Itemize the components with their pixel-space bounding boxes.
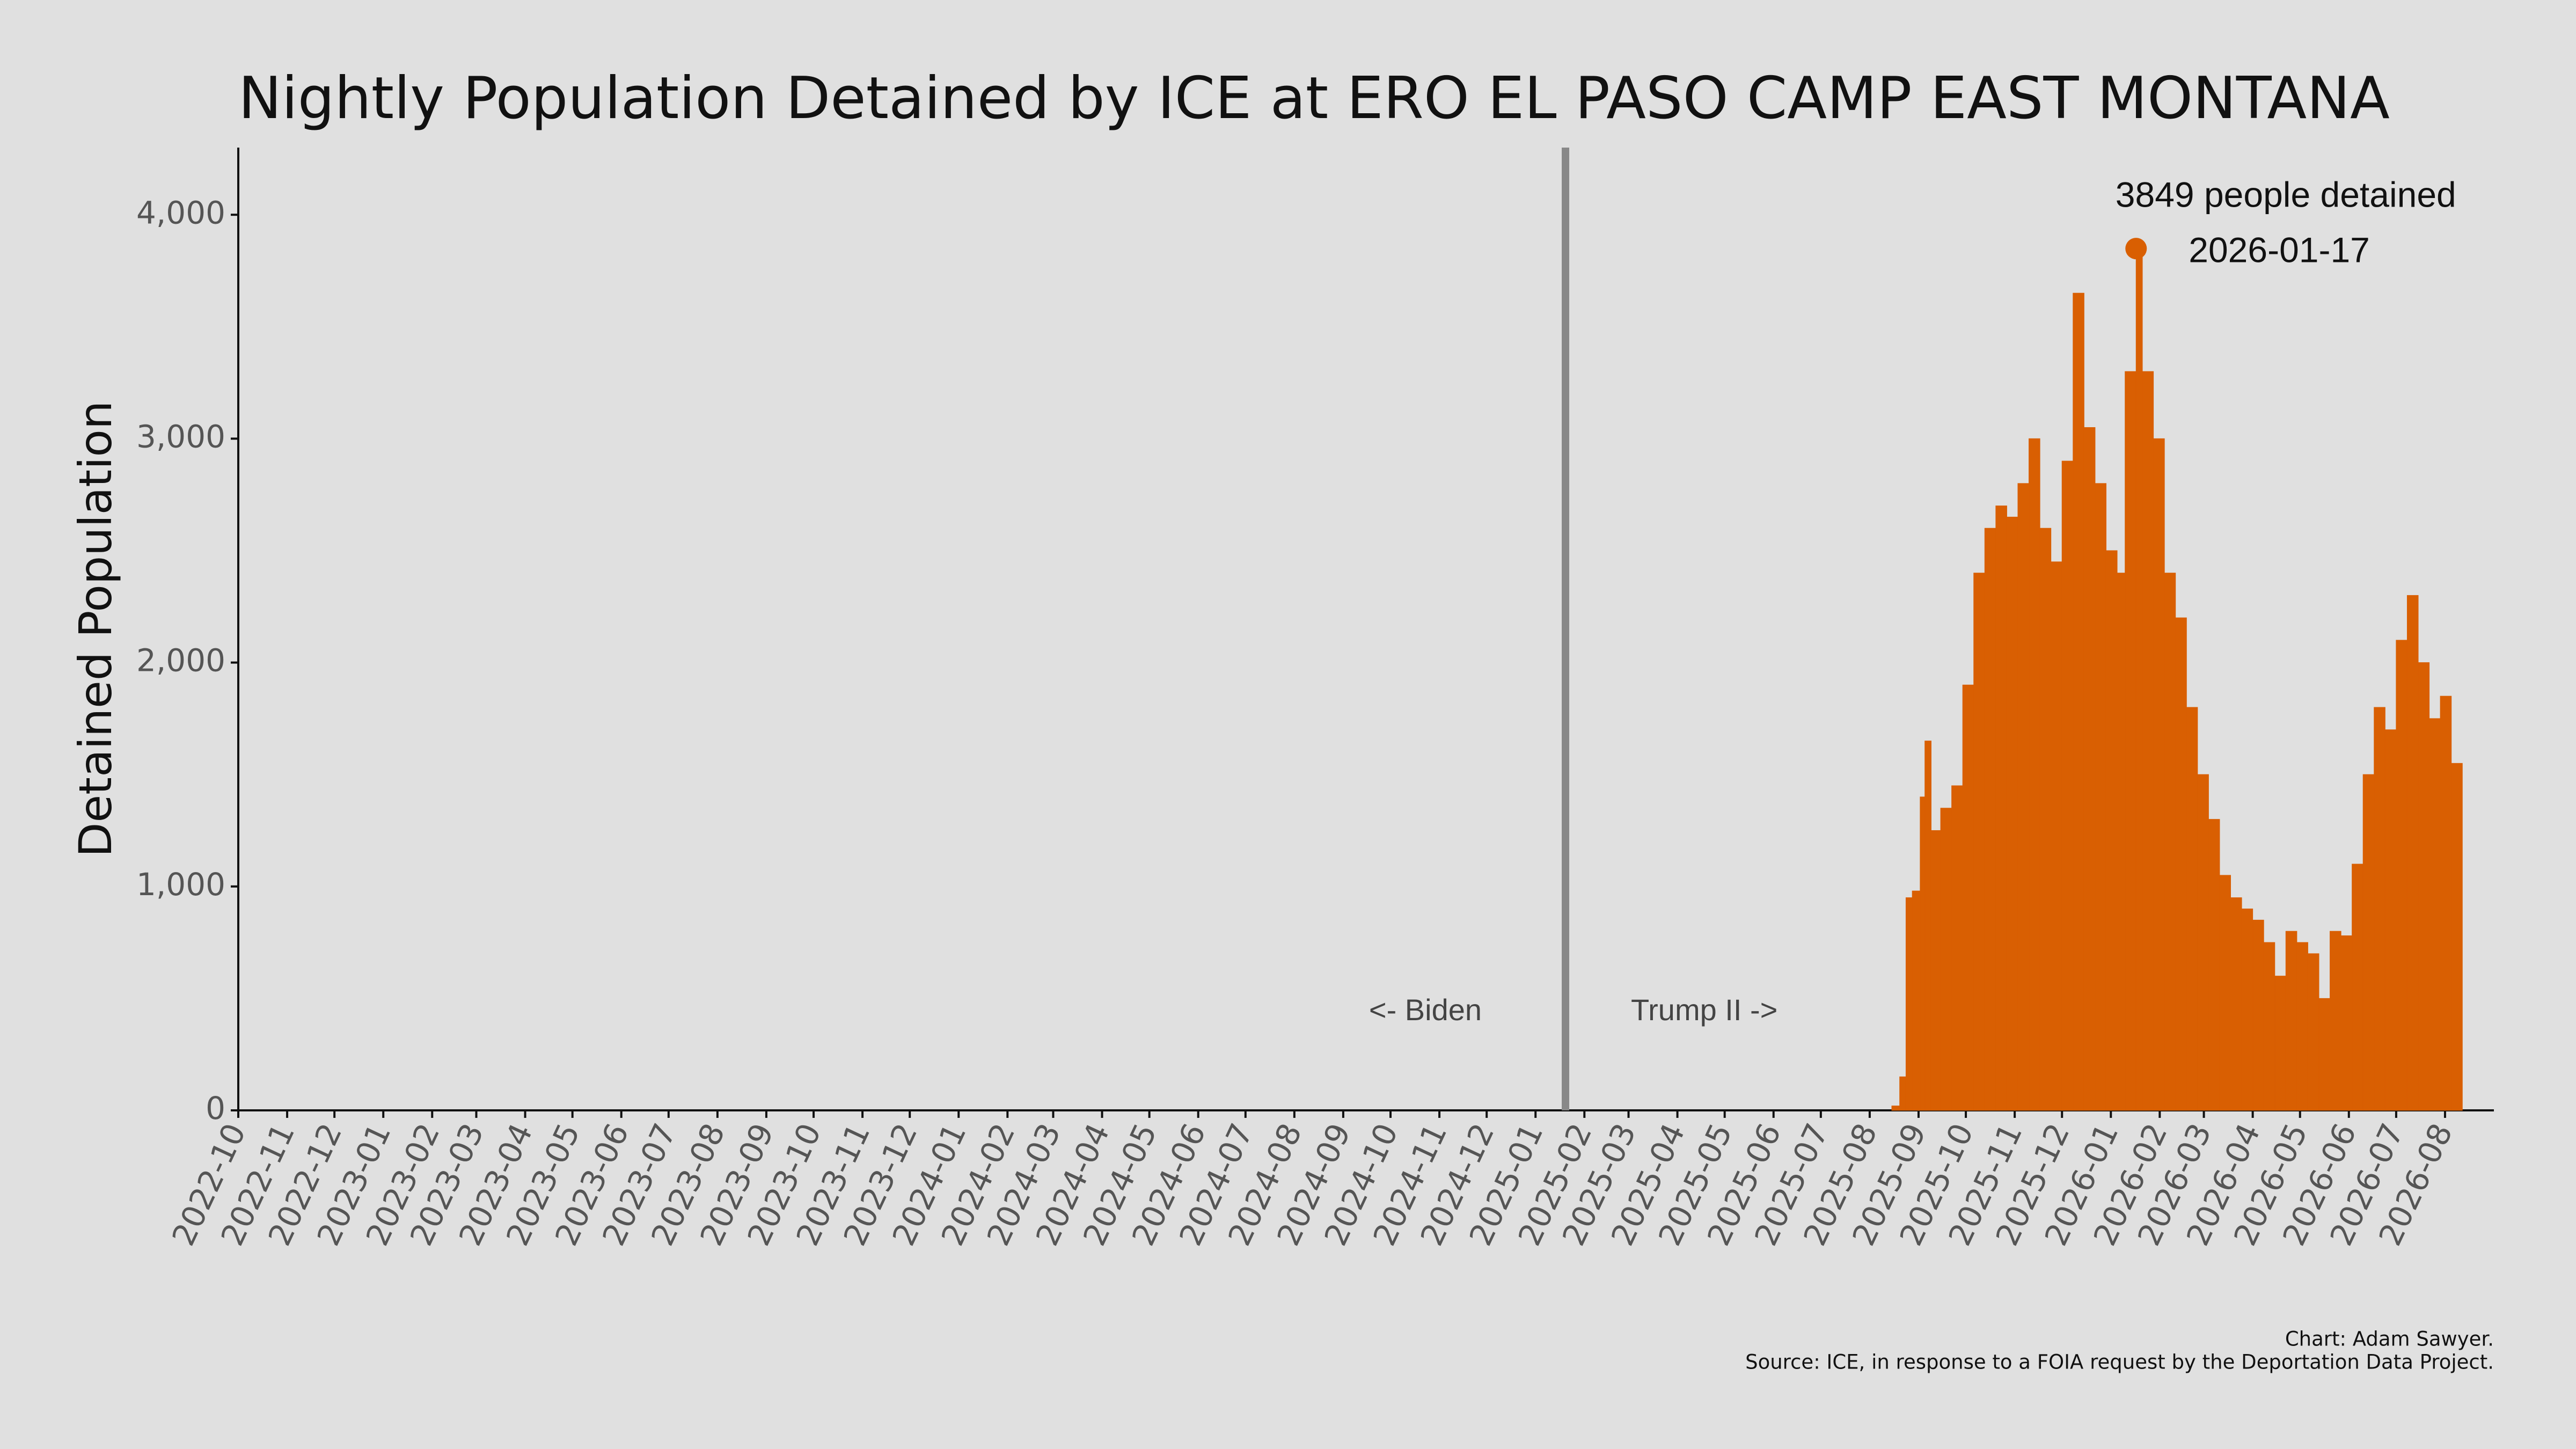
divider-right-label: Trump II -> [1631,993,1777,1027]
bar [2374,707,2385,1111]
divider-left-label: <- Biden [1369,993,1482,1027]
bar [2153,438,2165,1111]
bar [1905,897,1913,1111]
y-tick-label: 3,000 [136,418,225,455]
y-tick-label: 0 [206,1090,225,1126]
bar [2095,483,2106,1111]
bar [2274,976,2286,1111]
bar [2352,863,2363,1111]
bar [2296,942,2308,1111]
bar [2208,819,2220,1111]
bar [2396,640,2407,1111]
bar [2073,292,2084,1111]
bar [1912,890,1921,1111]
bar [1930,830,1941,1111]
bar [2017,483,2030,1111]
y-axis-label: Detained Population [69,401,122,857]
annotation-point [2125,238,2147,260]
bar [2135,248,2143,1111]
chart-title: Nightly Population Detained by ICE at ER… [238,65,2390,132]
bar [2285,931,2297,1111]
bar [2406,595,2419,1111]
bar [2197,774,2209,1111]
bar [1984,528,1996,1111]
bar [2051,561,2062,1111]
bar [2175,617,2187,1111]
bar [2230,897,2242,1111]
bar [2318,998,2331,1111]
bar [1940,808,1952,1111]
bar [2083,427,2096,1111]
y-tick-label: 4,000 [136,194,225,231]
bar [2440,696,2452,1111]
bar [2105,550,2118,1111]
y-tick-label: 1,000 [136,866,225,903]
annotation-label: 3849 people detained [2116,175,2456,215]
bar [1962,684,1974,1111]
bar [1920,796,1926,1111]
bar [2164,573,2176,1111]
bar [2241,909,2253,1111]
y-tick-label: 2,000 [136,642,225,679]
bar [2117,573,2126,1111]
credit: Chart: Adam Sawyer. [2285,1328,2494,1351]
bar [2006,516,2018,1111]
bar [2340,935,2353,1111]
bar [1951,785,1963,1111]
annotation-date: 2026-01-17 [2189,230,2370,270]
bar [2418,662,2430,1111]
bar [1924,741,1931,1111]
bar [1973,573,1985,1111]
bar [2219,875,2231,1111]
bar [1995,506,2007,1111]
bar [2362,774,2375,1111]
bar [2384,729,2397,1111]
bar [2039,528,2052,1111]
bar [2330,931,2341,1111]
bar [2451,763,2463,1111]
bar [1891,1106,1900,1111]
bar [2061,460,2074,1111]
bar [2263,942,2275,1111]
bar [1899,1076,1906,1111]
bar [2125,371,2136,1111]
bar [2429,718,2441,1111]
source: Source: ICE, in response to a FOIA reque… [1745,1351,2494,1374]
bar [2142,371,2154,1111]
bar [2186,707,2198,1111]
bar [2029,438,2040,1111]
bar [2252,919,2264,1111]
bar [2307,953,2319,1111]
